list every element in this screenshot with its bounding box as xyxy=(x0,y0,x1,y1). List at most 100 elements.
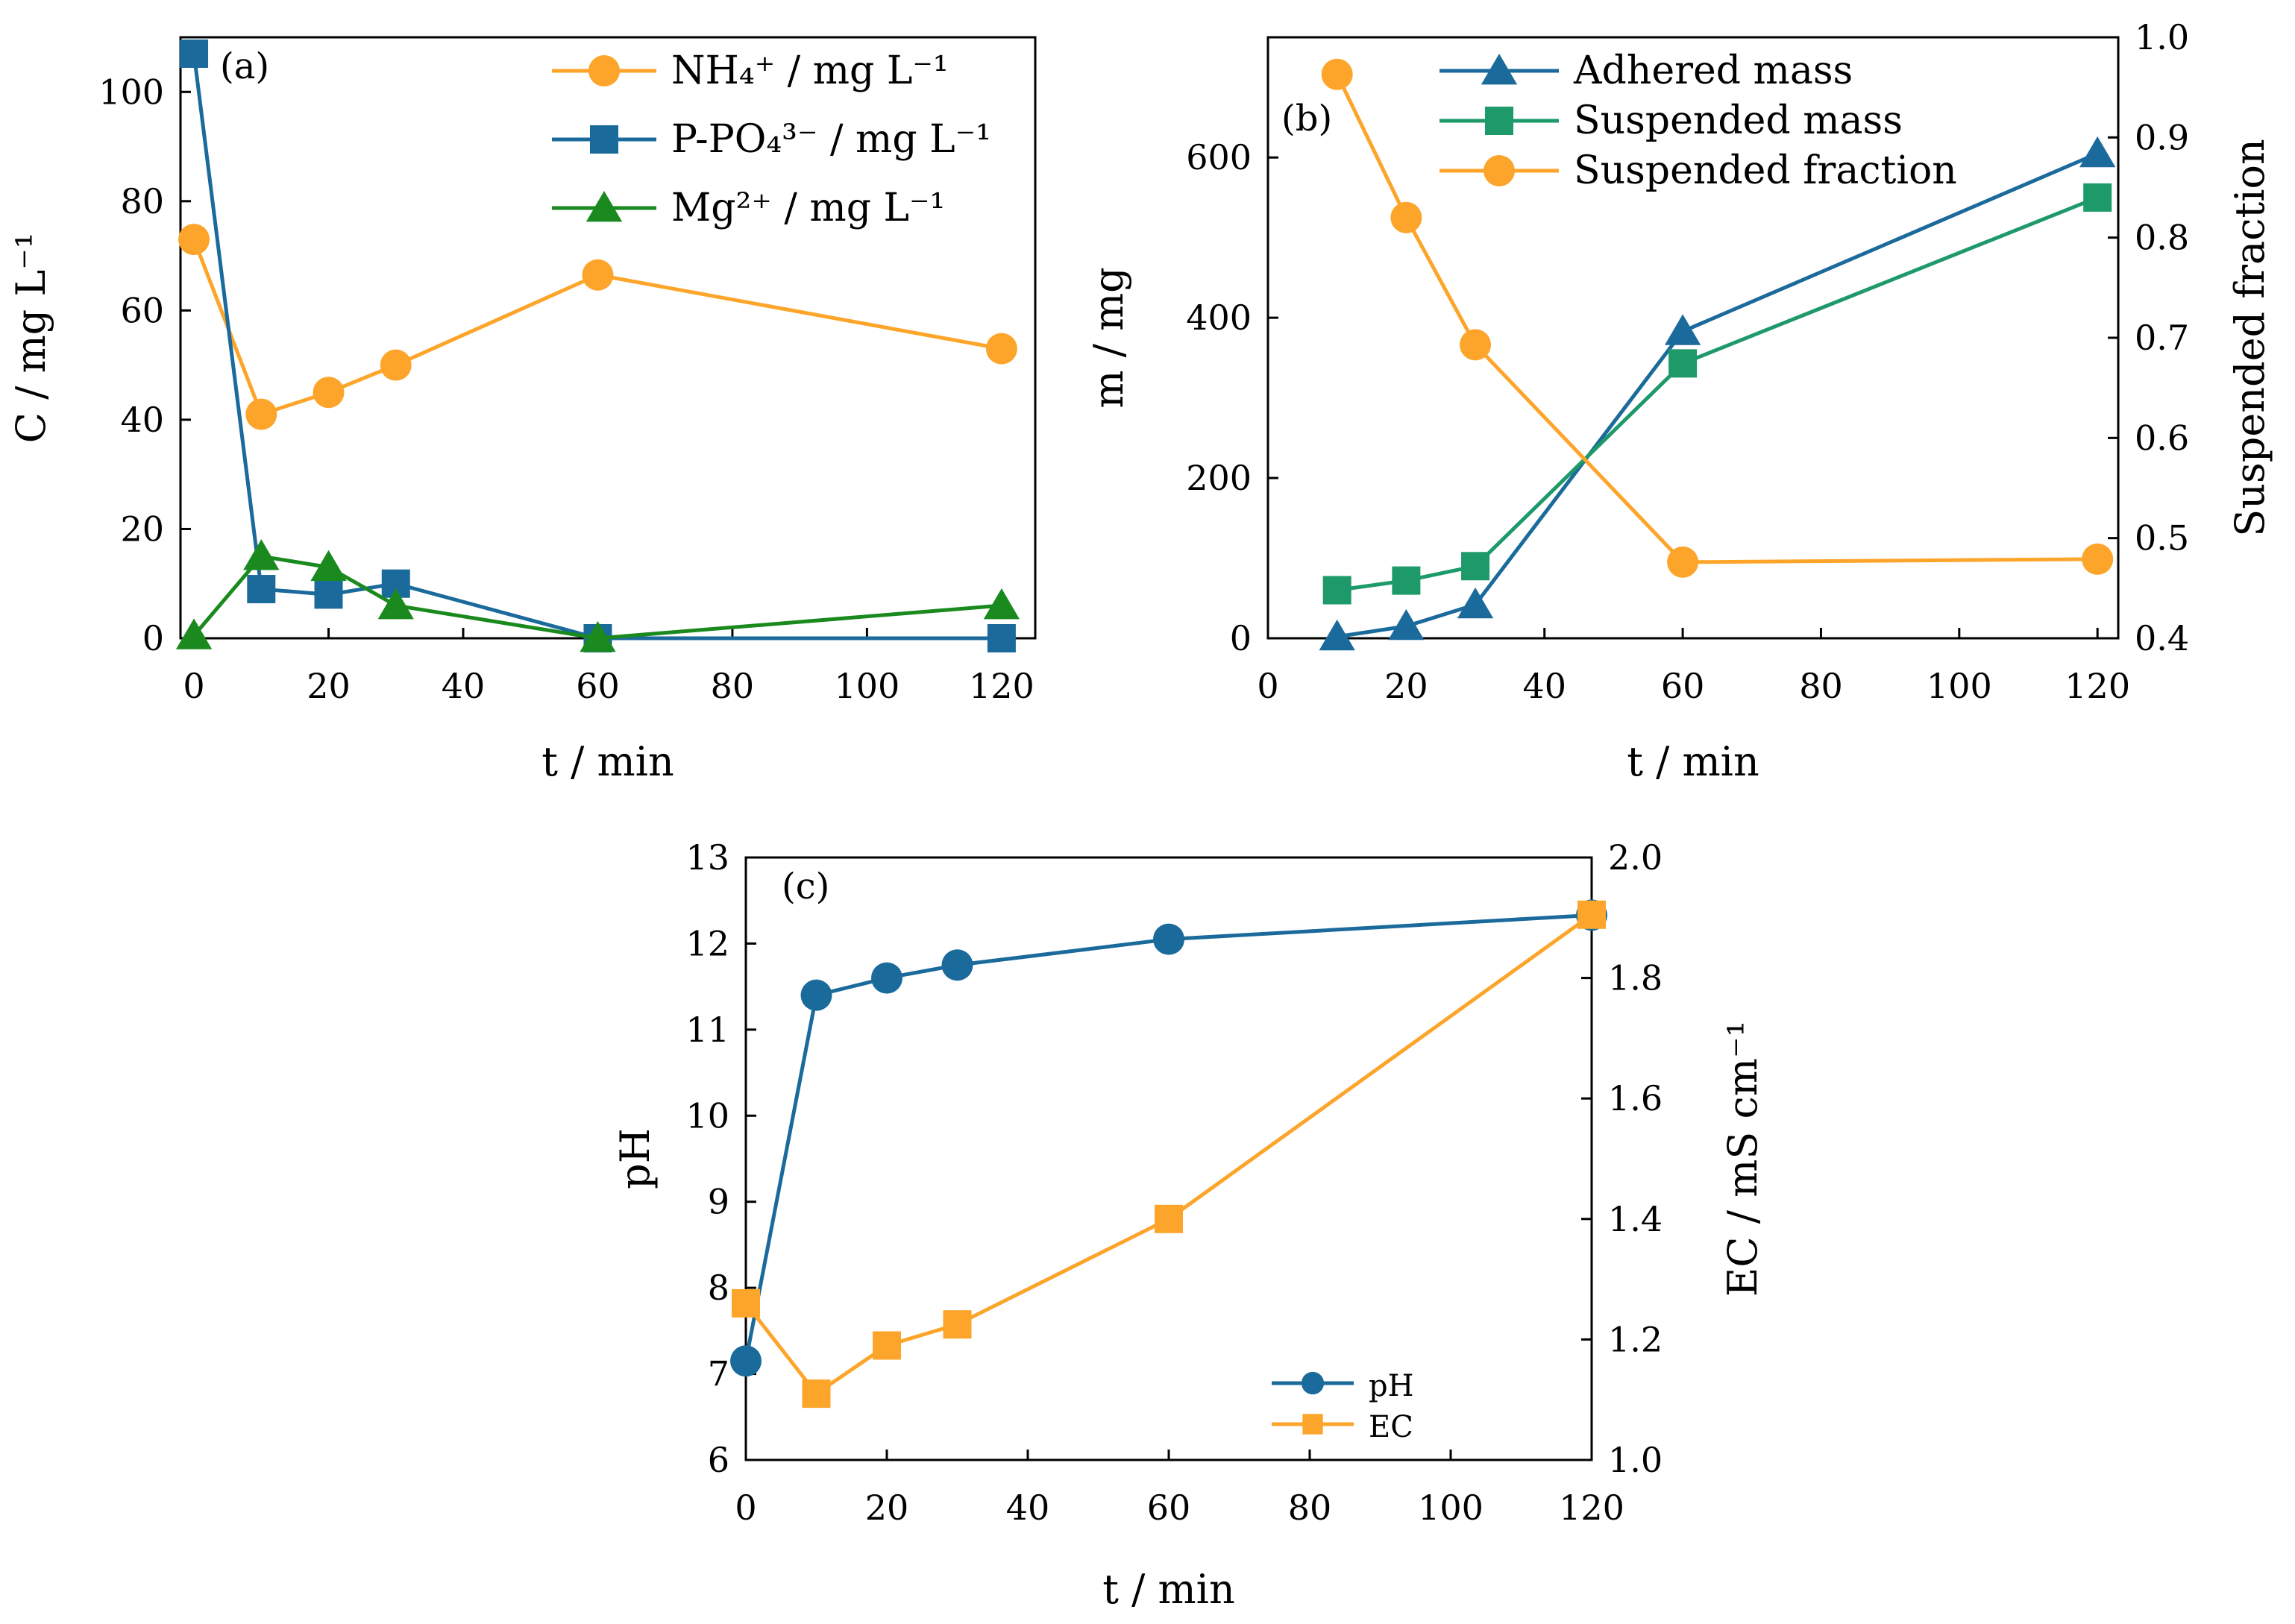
legend-marker xyxy=(1484,155,1515,186)
data-point xyxy=(732,1288,760,1318)
y2-tick-label: 1.8 xyxy=(1608,958,1663,998)
data-point xyxy=(2083,183,2112,212)
data-point xyxy=(985,333,1017,365)
data-point xyxy=(730,1345,762,1377)
chart-panel-b: 0 20 40 60 80 100 120 0 200 400 600 0.4 0.5 0.6 0.7 0.8… xyxy=(1085,17,2273,785)
legend-label: Suspended fraction xyxy=(1574,148,1957,193)
y-tick-label: 0 xyxy=(142,618,164,658)
data-point xyxy=(987,624,1016,652)
y-tick-label: 400 xyxy=(1186,298,1252,338)
y-tick-label: 200 xyxy=(1186,458,1252,498)
y-tick-label: 100 xyxy=(98,72,164,112)
data-point xyxy=(1388,608,1425,641)
x-tick-label: 0 xyxy=(183,666,204,706)
x-tick-label: 80 xyxy=(711,666,755,706)
data-point xyxy=(1461,552,1490,581)
legend-label: Adhered mass xyxy=(1573,48,1853,93)
y-axis-title: m / mg xyxy=(1085,267,1132,409)
x-tick-label: 40 xyxy=(442,666,486,706)
data-point xyxy=(1668,349,1698,378)
panel-label: (c) xyxy=(782,866,829,907)
x-tick-label: 100 xyxy=(1418,1488,1484,1528)
data-point xyxy=(941,949,973,981)
series-line-1 xyxy=(1337,195,2099,592)
x-tick-label: 80 xyxy=(1288,1488,1332,1528)
x-tick-label: 80 xyxy=(1799,666,1843,706)
y-tick-label: 13 xyxy=(685,837,729,878)
y-tick-label: 40 xyxy=(120,400,164,440)
x-tick-label: 120 xyxy=(2065,666,2130,706)
legend-label: NH₄⁺ / mg L⁻¹ xyxy=(671,48,949,93)
y-tick-label: 11 xyxy=(685,1010,729,1050)
data-point xyxy=(1321,58,1353,90)
y-tick-label: 8 xyxy=(708,1268,729,1308)
x-axis-title: t / min xyxy=(1102,1566,1234,1613)
data-point xyxy=(180,39,209,68)
y2-tick-label: 1.4 xyxy=(1608,1199,1663,1239)
panel-label: (b) xyxy=(1281,98,1332,139)
data-point xyxy=(802,1379,831,1409)
chart-panel-a: 0 20 40 60 80 100 120 0 20 40 60 80 100 t / min C / mg… xyxy=(7,36,1037,785)
series-line-1 xyxy=(192,53,1002,641)
legend-marker xyxy=(588,55,620,86)
y2-tick-label: 0.9 xyxy=(2135,117,2189,157)
data-point xyxy=(245,398,277,430)
y-tick-label: 20 xyxy=(120,509,164,549)
y2-tick-label: 0.5 xyxy=(2135,518,2189,558)
y2-tick-label: 0.4 xyxy=(2135,618,2189,658)
y2-tick-label: 0.8 xyxy=(2135,218,2189,258)
y-tick-label: 6 xyxy=(708,1440,729,1480)
y2-tick-label: 1.0 xyxy=(1608,1440,1663,1480)
y2-tick-label: 1.6 xyxy=(1608,1078,1663,1118)
y-tick-label: 0 xyxy=(1230,618,1252,658)
legend-marker xyxy=(1481,54,1518,85)
y-tick-label: 10 xyxy=(685,1095,729,1136)
data-point xyxy=(1390,201,1422,233)
data-point xyxy=(377,588,414,620)
x-tick-label: 100 xyxy=(835,666,900,706)
data-point xyxy=(873,1331,901,1360)
y-tick-label: 600 xyxy=(1186,137,1252,177)
data-point xyxy=(2082,543,2114,575)
x-axis-title: t / min xyxy=(541,738,674,785)
y-tick-label: 9 xyxy=(708,1182,729,1222)
data-point xyxy=(1577,900,1606,929)
y2-tick-label: 0.7 xyxy=(2135,318,2189,358)
data-point xyxy=(1155,1204,1183,1233)
y2-axis-title: Suspended fraction xyxy=(2226,139,2273,537)
y2-tick-label: 1.0 xyxy=(2135,17,2189,57)
data-point xyxy=(1460,329,1492,361)
x-tick-label: 40 xyxy=(1522,666,1566,706)
data-point xyxy=(314,580,343,609)
series-line-0 xyxy=(1337,151,2099,639)
data-point xyxy=(175,618,213,649)
data-point xyxy=(1319,619,1355,651)
x-tick-label: 100 xyxy=(1927,666,1992,706)
data-point xyxy=(983,588,1020,620)
y-axis-title: C / mg L⁻¹ xyxy=(7,233,54,444)
data-point xyxy=(943,1310,972,1339)
y2-tick-label: 2.0 xyxy=(1608,837,1663,878)
x-axis-title: t / min xyxy=(1627,738,1759,785)
data-point xyxy=(380,349,412,381)
data-point xyxy=(313,377,345,409)
x-tick-label: 60 xyxy=(576,666,620,706)
series-line-1 xyxy=(744,913,1593,1396)
data-point xyxy=(1457,587,1494,619)
series-line-0 xyxy=(192,239,1002,417)
chart-panel-c: 0 20 40 60 80 100 120 6 7 8 9 10 11 12 13 1.0 1.2 1.4 1.6 1… xyxy=(612,837,1766,1613)
x-tick-label: 40 xyxy=(1006,1488,1050,1528)
data-point xyxy=(243,539,280,570)
legend-label: EC xyxy=(1369,1410,1413,1444)
y2-axis-title: EC / mS cm⁻¹ xyxy=(1719,1021,1766,1297)
x-tick-label: 120 xyxy=(969,666,1035,706)
data-point xyxy=(1153,923,1184,955)
y2-tick-label: 1.2 xyxy=(1608,1319,1663,1359)
legend-marker xyxy=(590,125,618,154)
x-tick-label: 20 xyxy=(307,666,351,706)
data-point xyxy=(871,962,902,994)
legend-marker xyxy=(1302,1414,1323,1435)
panel-label: (a) xyxy=(220,45,269,87)
data-point xyxy=(1664,314,1701,345)
x-tick-label: 20 xyxy=(1384,666,1428,706)
